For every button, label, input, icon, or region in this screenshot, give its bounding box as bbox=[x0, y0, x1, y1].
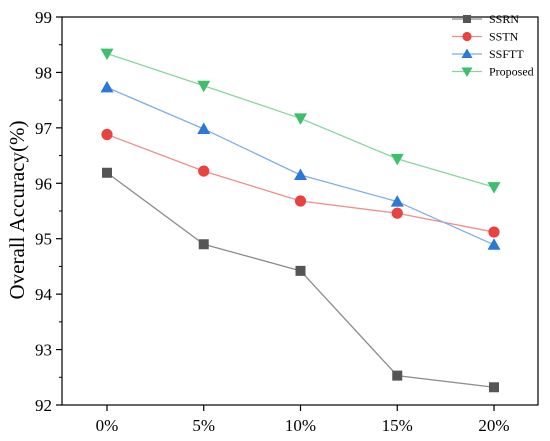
data-point-proposed bbox=[487, 182, 501, 194]
y-tick-label: 95 bbox=[35, 230, 52, 249]
data-point-sstn bbox=[101, 128, 113, 141]
data-point-proposed bbox=[100, 48, 114, 61]
x-tick-label: 0% bbox=[96, 416, 119, 435]
y-axis-title: Overall Accuracy(%) bbox=[5, 121, 29, 300]
legend-label-ssrn: SSRN bbox=[489, 12, 519, 26]
x-tick-label: 20% bbox=[478, 416, 509, 435]
axis-ticks: 92 93 94 95 96 97 98 99 0% 5% 10% 15% 20% bbox=[35, 8, 510, 435]
data-point-ssftt bbox=[197, 122, 211, 134]
series-sstn bbox=[101, 128, 500, 238]
y-tick-label: 93 bbox=[35, 341, 52, 360]
x-tick-label: 5% bbox=[192, 416, 215, 435]
data-point-sstn bbox=[198, 165, 210, 177]
legend-marker-sstn bbox=[462, 31, 472, 42]
data-point-proposed bbox=[294, 113, 307, 125]
legend-marker-ssrn bbox=[463, 15, 471, 23]
x-tick-label: 10% bbox=[285, 416, 316, 435]
y-tick-label: 98 bbox=[35, 63, 52, 82]
series-layer bbox=[100, 48, 501, 393]
data-point-sstn bbox=[294, 195, 307, 207]
data-point-ssrn bbox=[295, 265, 306, 276]
legend-label-sstn: SSTN bbox=[489, 30, 519, 44]
legend-label-ssftt: SSFTT bbox=[489, 47, 524, 61]
data-point-ssftt bbox=[294, 168, 307, 180]
series-ssftt bbox=[100, 80, 501, 250]
y-tick-label: 94 bbox=[35, 285, 53, 304]
y-tick-label: 96 bbox=[35, 174, 52, 193]
data-point-proposed bbox=[197, 80, 211, 93]
data-point-ssrn bbox=[489, 382, 499, 393]
legend-label-proposed: Proposed bbox=[489, 65, 534, 79]
data-point-sstn bbox=[488, 226, 500, 238]
data-point-ssrn bbox=[102, 167, 112, 178]
data-point-proposed bbox=[390, 153, 404, 166]
y-tick-label: 97 bbox=[35, 119, 53, 138]
data-point-ssftt bbox=[390, 195, 404, 207]
data-point-ssrn bbox=[198, 239, 209, 250]
data-point-sstn bbox=[391, 207, 403, 219]
legend-marker-ssftt bbox=[461, 48, 473, 58]
series-proposed bbox=[100, 48, 501, 194]
series-ssrn bbox=[102, 167, 499, 393]
series-line-sstn bbox=[106, 133, 495, 233]
legend-marker-proposed bbox=[461, 67, 473, 77]
y-tick-label: 92 bbox=[35, 396, 52, 415]
x-tick-label: 15% bbox=[382, 416, 413, 435]
data-point-ssftt bbox=[487, 238, 501, 250]
data-point-ssftt bbox=[100, 80, 114, 93]
data-point-ssrn bbox=[392, 370, 403, 381]
y-tick-label: 99 bbox=[35, 8, 52, 27]
legend: SSRN SSTN SSFTT Proposed bbox=[452, 12, 534, 79]
